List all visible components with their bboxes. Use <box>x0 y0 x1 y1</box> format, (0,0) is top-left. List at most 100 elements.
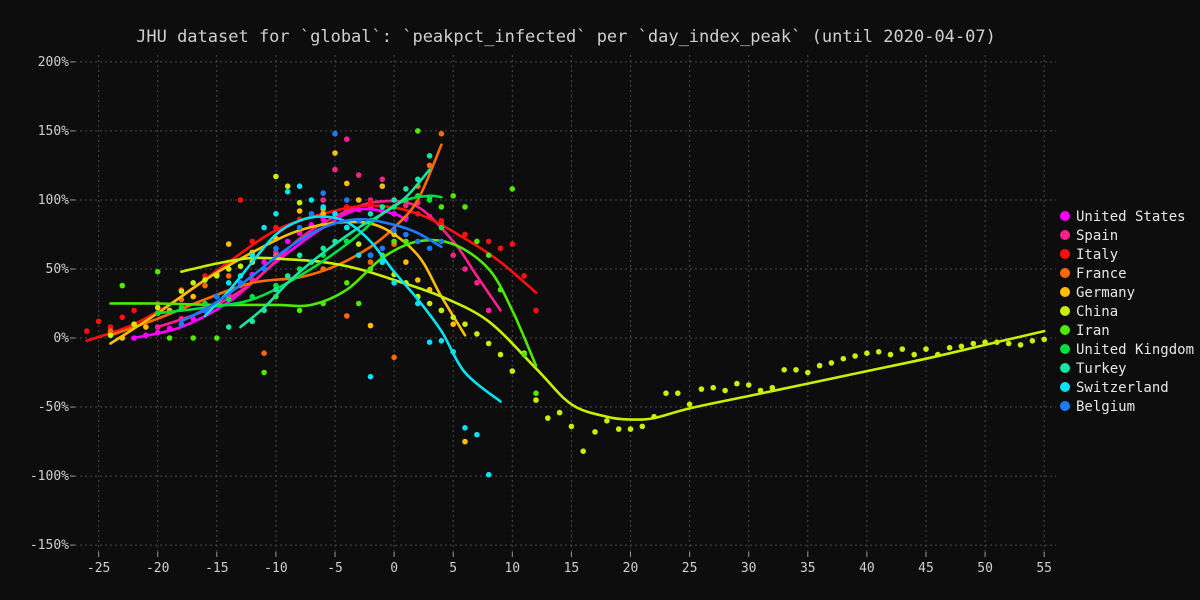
data-point-china <box>627 426 634 432</box>
data-point-united-states <box>320 216 327 223</box>
legend-item-china: China <box>1060 304 1118 320</box>
x-tick-label: -5 <box>327 561 343 576</box>
data-point-france <box>261 350 267 357</box>
data-point-italy <box>533 307 539 314</box>
data-point-iran <box>296 307 303 314</box>
data-point-germany <box>344 180 350 187</box>
data-point-china <box>710 384 716 391</box>
data-point-france <box>367 259 374 265</box>
legend-label: China <box>1076 304 1118 320</box>
data-point-china <box>131 321 137 328</box>
data-point-china <box>426 300 433 307</box>
x-tick-label: 10 <box>504 561 520 576</box>
data-point-china <box>781 367 787 373</box>
data-point-turkey <box>296 252 303 258</box>
data-point-turkey <box>225 324 232 330</box>
data-point-china <box>237 263 244 270</box>
series-switzerland <box>202 183 502 478</box>
data-point-germany <box>415 277 421 283</box>
data-point-china <box>840 355 847 362</box>
data-point-belgium <box>426 245 433 252</box>
legend-item-iran: Iran <box>1060 323 1110 339</box>
legend-label: Iran <box>1076 323 1110 339</box>
data-point-iran <box>403 238 409 245</box>
data-point-china <box>615 426 622 432</box>
legend-label: Germany <box>1076 285 1135 301</box>
data-point-china <box>580 448 586 455</box>
data-point-spain <box>379 176 386 183</box>
data-point-china <box>722 387 728 394</box>
data-point-china <box>190 280 196 286</box>
data-point-china <box>911 351 917 358</box>
data-point-china <box>745 382 752 388</box>
data-point-china <box>545 415 551 421</box>
data-point-china <box>757 387 764 394</box>
data-point-italy <box>521 273 527 279</box>
x-tick-label: 5 <box>449 561 457 576</box>
legend-marker <box>1060 344 1070 354</box>
data-point-france <box>391 354 397 361</box>
data-point-turkey <box>284 273 291 279</box>
data-point-switzerland <box>438 338 445 344</box>
series-germany <box>109 150 468 445</box>
data-point-iran <box>521 351 527 358</box>
data-point-italy <box>107 324 114 330</box>
data-point-turkey <box>273 286 279 293</box>
data-point-italy <box>497 245 504 252</box>
data-point-germany <box>367 322 374 329</box>
legend-marker <box>1060 268 1070 278</box>
data-point-china <box>663 390 669 397</box>
data-point-belgium <box>344 197 350 203</box>
data-point-germany <box>143 324 149 330</box>
data-point-china <box>1041 336 1047 343</box>
data-point-belgium <box>438 238 445 245</box>
x-tick-label: 25 <box>682 561 698 576</box>
data-point-italy <box>131 307 137 314</box>
legend-marker <box>1060 230 1070 240</box>
legend-label: Turkey <box>1076 361 1127 377</box>
data-point-china <box>923 346 929 352</box>
data-point-china <box>675 390 681 397</box>
data-point-china <box>438 307 445 314</box>
data-point-switzerland <box>273 211 279 217</box>
data-point-turkey <box>403 186 409 192</box>
data-point-iran <box>533 390 539 397</box>
data-point-switzerland <box>284 188 291 195</box>
data-point-china <box>698 386 705 392</box>
legend-item-spain: Spain <box>1060 228 1118 244</box>
data-point-switzerland <box>379 259 386 265</box>
data-point-china <box>485 340 492 347</box>
x-tick-label: -20 <box>146 561 169 576</box>
data-point-china <box>946 344 953 351</box>
data-point-china <box>958 343 965 350</box>
data-point-iran <box>462 204 468 210</box>
data-point-switzerland <box>355 252 362 258</box>
x-tick-label: 45 <box>918 561 934 576</box>
data-point-china <box>1017 342 1024 348</box>
x-tick-label: 30 <box>741 561 757 576</box>
trend-line-switzerland <box>203 215 502 403</box>
data-point-china <box>296 199 303 206</box>
y-tick-label: -50% <box>38 400 69 415</box>
data-point-iran <box>391 238 397 245</box>
data-point-china <box>875 349 882 355</box>
data-point-spain <box>332 166 338 173</box>
y-tick-label: 50% <box>46 262 70 277</box>
x-tick-label: 20 <box>623 561 639 576</box>
trend-line-turkey <box>239 168 431 329</box>
data-point-spain <box>403 202 409 209</box>
y-tick-label: -150% <box>30 538 69 553</box>
data-point-italy <box>509 241 516 247</box>
data-point-belgium <box>332 130 338 137</box>
data-point-spain <box>485 307 492 314</box>
data-point-china <box>864 350 870 357</box>
data-point-belgium <box>214 293 220 300</box>
data-point-united-kingdom <box>202 300 208 307</box>
data-point-china <box>178 288 185 294</box>
data-point-united-kingdom <box>438 224 445 231</box>
trend-line-united-states <box>132 207 408 340</box>
data-point-china <box>497 351 504 358</box>
data-point-switzerland <box>426 339 433 346</box>
trend-line-belgium <box>180 217 443 323</box>
data-point-germany <box>462 438 468 445</box>
